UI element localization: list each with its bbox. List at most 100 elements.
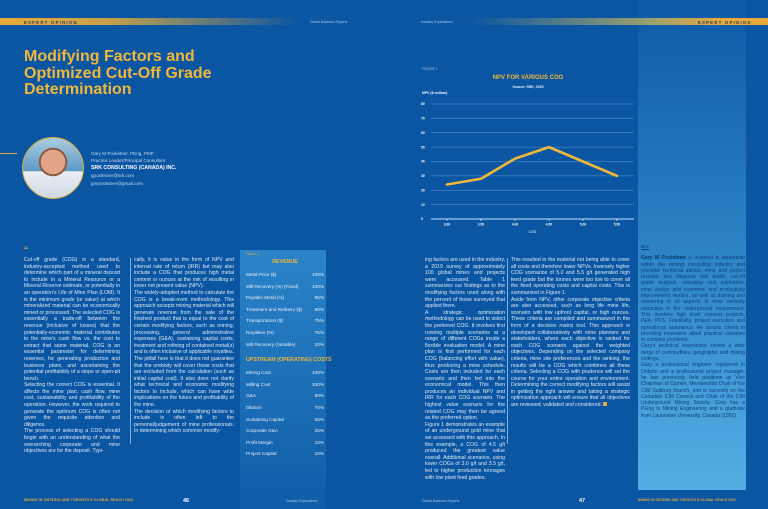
row-value: 80% xyxy=(314,306,324,312)
row-value: 20% xyxy=(314,341,324,347)
end-mark-icon xyxy=(603,402,608,407)
x-tick-label: 4.50 xyxy=(546,223,553,227)
row-value: 55% xyxy=(314,416,324,422)
running-head: Industry Explorations xyxy=(421,19,453,24)
text-column-2: cally, it is value in the form of NPV an… xyxy=(134,257,234,435)
paragraph: Aside from NPV, other corporate objectiv… xyxy=(511,297,630,409)
row-value: 85% xyxy=(314,295,324,301)
bio-text: is involved in leadership within the min… xyxy=(641,255,745,344)
row-label: Profit Margin xyxy=(246,439,273,445)
bio-text: Gary's technical experience covers a wid… xyxy=(641,343,745,363)
text-column-1: Cut-off grade (COG) is a standard, indus… xyxy=(24,257,120,455)
row-value: 100% xyxy=(312,370,324,376)
page-number: 46 xyxy=(183,498,190,504)
table-row: Royalties (%) 75% xyxy=(246,330,324,342)
row-label: G&A xyxy=(246,393,256,399)
paragraph: The process of selecting a COG should be… xyxy=(24,428,120,455)
divider xyxy=(0,152,17,154)
paragraph: A strategic optimization methodology can… xyxy=(425,309,505,422)
quote-mark: “ xyxy=(24,245,29,255)
paragraph-text: Aside from NPV, other corporate objectiv… xyxy=(511,296,630,409)
figure-label: FIGURE 1 xyxy=(422,67,438,71)
article-title: Modifying Factors and Optimized Cut-Off … xyxy=(24,48,212,98)
header-band xyxy=(470,18,768,25)
table-row: Mill Recovery (%) (Fixed) 100% xyxy=(246,284,324,296)
x-tick-label: 3.00 xyxy=(444,223,451,227)
row-label: Milling Cost xyxy=(246,381,271,387)
column-divider xyxy=(130,258,131,444)
row-label: Project Capital xyxy=(246,451,277,457)
y-tick-label: 30 xyxy=(421,174,425,178)
footer-publication: MINING IN ONTARIO AND TORONTO'S GLOBAL R… xyxy=(24,498,134,502)
y-tick-label: 0 xyxy=(421,217,423,221)
x-tick-label: 5.00 xyxy=(580,223,587,227)
author-block: Gary M Poxleitner, PEng, PMP Practice Le… xyxy=(91,150,177,187)
paragraph: The widely-adopted method to calculate t… xyxy=(134,289,235,409)
header-band xyxy=(0,18,300,25)
npv-series-line xyxy=(445,145,619,186)
author-email-alt[interactable]: gmpoxleitner@gmail.com xyxy=(91,180,143,186)
paragraph: Cut-off grade (COG) is a standard, indus… xyxy=(24,257,120,382)
text-column-5: This resulted in the material not being … xyxy=(511,257,630,409)
table-row: Dilution 70% xyxy=(246,405,324,417)
footer-left-text: Global Business Reports xyxy=(422,499,460,503)
row-label: Dilution xyxy=(246,404,262,410)
row-label: Mill Recovery (%) (Fixed) xyxy=(246,283,299,289)
row-label: Treatment and Refinery ($) xyxy=(246,306,303,312)
bio-name: Gary M Poxleitner xyxy=(641,255,686,262)
row-value: 10% xyxy=(314,439,324,445)
author-email[interactable]: gpoxleitner@srk.com xyxy=(91,173,135,179)
table-row: Sustaining Capital 55% xyxy=(246,417,324,429)
y-axis-label: NPV ($ million) xyxy=(422,91,448,95)
x-tick-label: 4.00 xyxy=(512,223,519,227)
row-label: Royalties (%) xyxy=(246,329,274,335)
author-name: Gary M Poxleitner, PEng, PMP xyxy=(91,151,154,156)
row-label: Sustaining Capital xyxy=(246,416,284,422)
table-row: Metal Price ($) 100% xyxy=(246,272,324,284)
row-value: 75% xyxy=(314,329,324,335)
row-value: 100% xyxy=(312,381,324,387)
row-label: Payable Metal (%) xyxy=(246,295,285,301)
footer-publication: MINING IN ONTARIO AND TORONTO'S GLOBAL R… xyxy=(638,498,736,502)
row-value: 75% xyxy=(314,318,324,324)
row-value: 90% xyxy=(314,393,324,399)
y-tick-label: 20 xyxy=(421,188,425,192)
paragraph: Selecting the correct COG is essential. … xyxy=(24,382,120,428)
table-row: Profit Margin 10% xyxy=(246,440,324,452)
table-row: Transportation ($) 75% xyxy=(246,318,324,330)
table-row: Payable Metal (%) 85% xyxy=(246,295,324,307)
row-label: Mining Cost xyxy=(246,370,271,376)
bio-panel xyxy=(638,0,746,490)
section-label: EXPERT OPINION xyxy=(24,19,78,25)
table-1: TABLE 1 REVENUE Metal Price ($) 100% Mill … xyxy=(246,252,332,463)
row-value: 100% xyxy=(312,272,324,277)
table-row: Milling Cost 100% xyxy=(246,382,324,394)
paragraph: cally, it is value in the form of NPV an… xyxy=(134,257,234,290)
table-row: Treatment and Refinery ($) 80% xyxy=(246,307,324,319)
table-panel xyxy=(240,250,326,509)
y-tick-label: 40 xyxy=(421,160,425,164)
running-head: Global Business Reports xyxy=(310,19,348,24)
bio-tag: BIO xyxy=(641,244,649,249)
npv-chart: 0 10 20 30 40 50 60 70 80 3.00 3.50 4.00 4.50 5.00 5.5… xyxy=(421,102,634,234)
table-header-costs: UPSTREAM (OPERATING) COSTS xyxy=(246,357,332,364)
row-label: Transportation ($) xyxy=(246,318,284,324)
y-tick-label: 80 xyxy=(421,102,425,106)
column-divider xyxy=(507,258,508,444)
x-tick-label: 5.50 xyxy=(614,223,621,227)
section-label: EXPERT OPINION xyxy=(698,19,752,25)
table-row: Corporate G&A 25% xyxy=(246,428,324,440)
table-row: Mill Recovery (Variable) 20% xyxy=(246,342,324,354)
author-role: Practice Leader/Principal Consultant xyxy=(91,158,166,164)
paragraph: ing factors are used in the industry, a … xyxy=(425,257,505,310)
text-column-4: ing factors are used in the industry, a … xyxy=(425,257,505,481)
author-company: SRK CONSULTING (CANADA) INC. xyxy=(91,164,177,171)
row-value: 25% xyxy=(314,428,324,434)
y-tick-label: 70 xyxy=(421,117,425,121)
bio-text: Gary a professional engineer registered … xyxy=(641,362,745,419)
author-photo xyxy=(22,137,84,199)
y-tick-label: 60 xyxy=(421,131,425,135)
paragraph: Figure 1 demonstrates an example of an u… xyxy=(425,421,505,481)
x-axis-label: COG xyxy=(529,230,537,234)
y-tick-label: 50 xyxy=(421,145,425,149)
